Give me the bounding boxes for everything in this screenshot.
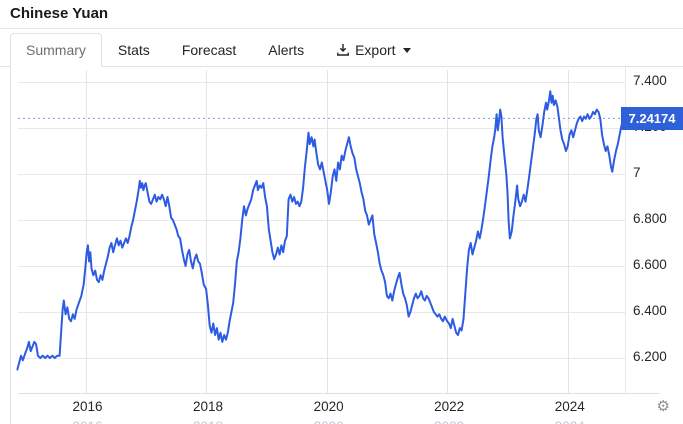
y-tick-label: 7.400 [633, 73, 667, 88]
pane-left-border [10, 66, 11, 424]
clipped-x-tick-label: 2020 [299, 419, 359, 424]
price-line-series [16, 90, 625, 371]
settings-gear-icon[interactable]: ⚙ [656, 397, 670, 415]
tab-bar: Summary Stats Forecast Alerts Export [0, 29, 683, 67]
y-tick-label: 6.600 [633, 257, 667, 272]
y-tick-label: 6.400 [633, 303, 667, 318]
export-button[interactable]: Export [320, 33, 426, 67]
y-tick-label: 6.800 [633, 211, 667, 226]
y-tick-label: 6.200 [633, 349, 667, 364]
tab-forecast[interactable]: Forecast [181, 42, 237, 58]
x-tick-label: 2018 [193, 399, 224, 414]
clipped-x-tick-label: 2022 [419, 419, 479, 424]
x-tick-label: 2024 [554, 399, 585, 414]
x-tick-label: 2020 [313, 399, 344, 414]
title-bar: Chinese Yuan [0, 0, 683, 29]
current-price-label: 7.24174 [621, 107, 683, 130]
y-tick-label: 7 [633, 165, 641, 180]
x-tick-label: 2022 [434, 399, 465, 414]
tab-alerts[interactable]: Alerts [268, 42, 305, 58]
clipped-x-tick-label: 2018 [178, 419, 238, 424]
caret-down-icon [402, 47, 411, 53]
download-icon [337, 44, 349, 56]
export-label: Export [355, 42, 396, 58]
tab-summary[interactable]: Summary [10, 33, 102, 67]
tab-stats[interactable]: Stats [117, 42, 150, 58]
clipped-x-tick-label: 2016 [58, 419, 118, 424]
clipped-x-tick-label: 2024 [540, 419, 600, 424]
page-title: Chinese Yuan [10, 5, 109, 22]
x-tick-label: 2016 [72, 399, 103, 414]
